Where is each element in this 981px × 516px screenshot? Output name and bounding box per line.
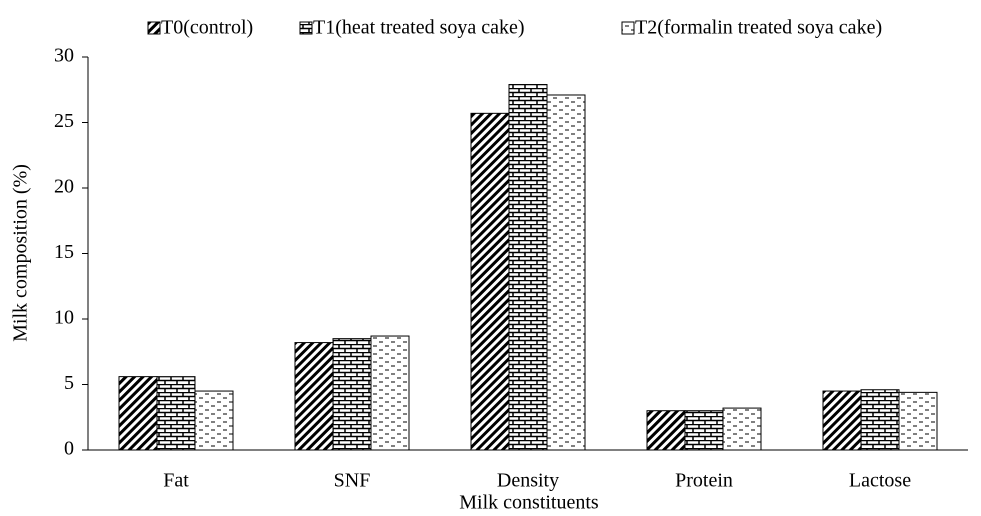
- bar: [898, 391, 938, 451]
- x-tick-label: SNF: [334, 470, 371, 492]
- y-tick-label: 25: [54, 110, 74, 132]
- x-tick-label: Protein: [675, 470, 733, 492]
- legend-label: T0(control): [161, 17, 253, 39]
- y-tick-label: 0: [64, 438, 74, 460]
- x-tick-label: Lactose: [849, 470, 911, 492]
- bar: [332, 338, 372, 451]
- bar: [194, 390, 234, 451]
- bar: [860, 389, 900, 451]
- y-tick-label: 15: [54, 241, 74, 263]
- y-tick-label: 30: [54, 45, 74, 67]
- legend-swatch: [299, 21, 313, 35]
- legend-label: T2(formalin treated soya cake): [635, 17, 882, 39]
- legend-swatch: [147, 21, 161, 35]
- y-tick-label: 20: [54, 176, 74, 198]
- bar: [508, 84, 548, 451]
- bar: [646, 410, 686, 451]
- bar: [370, 335, 410, 451]
- bar: [470, 112, 510, 451]
- y-tick-label: 5: [64, 372, 74, 394]
- bar: [156, 376, 196, 451]
- legend-swatch: [621, 21, 635, 35]
- y-tick-label: 10: [54, 307, 74, 329]
- bar: [118, 376, 158, 451]
- bar: [546, 94, 586, 451]
- x-tick-label: Fat: [163, 470, 189, 492]
- legend-label: T1(heat treated soya cake): [313, 17, 525, 39]
- x-axis-label: Milk constituents: [459, 492, 599, 514]
- bar: [294, 342, 334, 451]
- bar: [822, 390, 862, 451]
- y-axis-label: Milk composition (%): [10, 164, 32, 342]
- x-tick-label: Density: [497, 470, 559, 492]
- bar: [722, 407, 762, 451]
- bar: [684, 410, 724, 451]
